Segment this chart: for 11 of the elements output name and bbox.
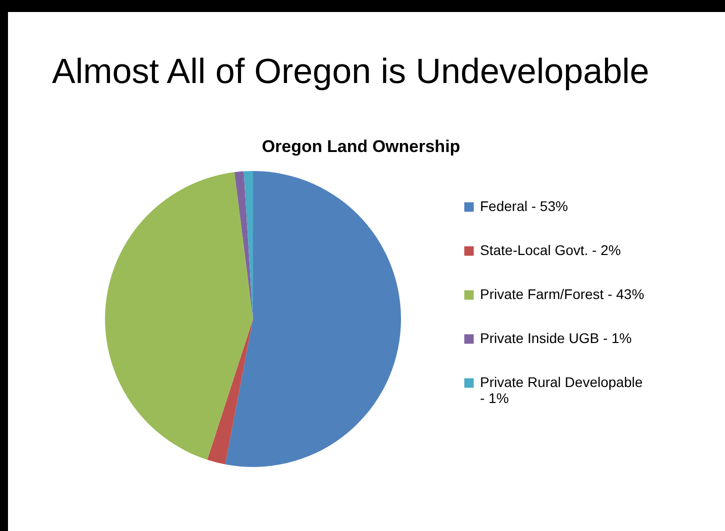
- legend-label: Private Farm/Forest - 43%: [480, 286, 644, 302]
- pie-slice: [225, 171, 401, 467]
- chart-subtitle: Oregon Land Ownership: [262, 137, 460, 156]
- legend-label: Private Rural Developable - 1%: [480, 374, 643, 406]
- pie-slice: [105, 172, 253, 460]
- chart-title: Almost All of Oregon is Undevelopable: [52, 52, 650, 91]
- legend-label: State-Local Govt. - 2%: [480, 242, 621, 258]
- pie-slice: [234, 171, 253, 319]
- legend-label: Federal - 53%: [480, 198, 568, 214]
- legend-label: Private Inside UGB - 1%: [480, 330, 632, 346]
- pie-slice: [207, 319, 253, 464]
